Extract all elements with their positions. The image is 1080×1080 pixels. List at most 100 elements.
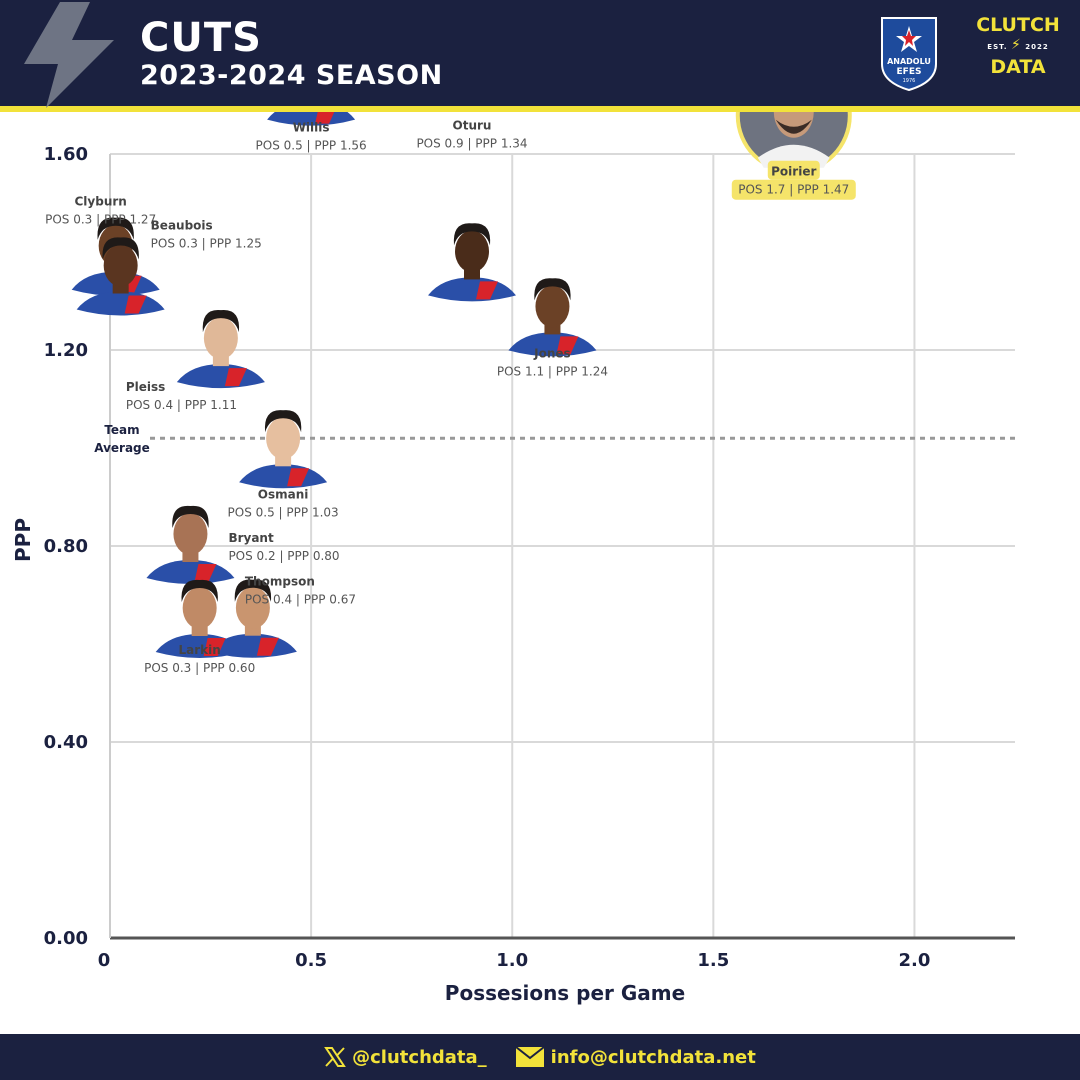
player-face-shape [235,586,270,629]
team-average-line: Team Average [94,423,1015,455]
player-stats-label: POS 0.9 | PPP 1.34 [416,136,527,150]
player-hair-shape [534,278,571,301]
lightning-bolt-icon [24,2,114,108]
y-tick-label-3: 1.20 [44,340,88,361]
footer: @clutchdata_ info@clutchdata.net [0,1034,1080,1080]
y-tick-label-1: 0.40 [44,732,88,753]
chart-axes: 0.00 0.40 0.80 1.20 1.60 0 0.5 1.0 1.5 2.0 [44,144,1015,971]
player-face-shape [203,317,238,360]
player-hair-shape [202,309,240,333]
brand-bolt-icon: ⚡ [1010,37,1022,53]
team-logo-year: 1976 [903,78,916,84]
player-hair-shape [264,410,302,433]
y-axis-label: PPP [11,518,35,562]
player-name-highlight [767,160,820,180]
player-name-label: Bryant [228,531,274,545]
player-jersey-shape [428,277,516,302]
team-logo-top: ANADOLU [887,57,931,66]
player-hair-shape [97,217,134,240]
player-larkin: Larkin POS 0.3 | PPP 0.60 [144,579,255,675]
player-name-label: Beaubois [151,219,213,233]
player-stats-label: POS 0.2 | PPP 0.80 [228,549,339,563]
brand-logo-est-left: EST. [987,43,1008,51]
player-jersey-stripe [287,468,310,487]
player-name-label: Jones [533,346,571,360]
player-name-label: Pleiss [126,380,165,394]
player-stats-highlight [731,179,856,200]
player-jersey-stripe [476,281,498,300]
player-willis: Willis POS 0.5 | PPP 1.56 [256,112,367,153]
y-tick-label-2: 0.80 [44,536,88,557]
player-face-shape [455,230,489,273]
x-twitter-icon [324,1047,347,1067]
player-name-label: Willis [293,121,330,135]
player-beard-shape [775,119,812,134]
player-stats-label: POS 0.5 | PPP 1.56 [256,139,367,153]
player-name-label: Thompson [245,575,315,589]
player-hair-shape [453,223,491,246]
player-face-shape [182,587,217,629]
brand-logo-bottom: DATA [990,56,1046,78]
player-pleiss: Pleiss POS 0.4 | PPP 1.11 [126,309,265,412]
twitter-handle: @clutchdata_ [352,1046,487,1068]
player-jersey-shape [76,291,165,316]
player-hair-shape [172,505,209,528]
x-tick-label-3: 1.5 [697,950,729,971]
player-stats-label: POS 0.5 | PPP 1.03 [228,505,339,519]
player-name-label: Osmani [258,487,309,501]
email-link[interactable]: info@clutchdata.net [515,1046,756,1068]
page-subtitle: 2023-2024 SEASON [140,60,443,91]
team-logo-bottom: EFES [897,67,922,77]
player-jersey-shape [267,112,356,126]
email-address: info@clutchdata.net [550,1046,756,1068]
team-average-label-1: Average [94,441,150,455]
player-jersey-stripe [256,637,279,656]
player-name-label: Poirier [771,165,816,179]
team-average-label-0: Team [104,423,139,437]
twitter-link[interactable]: @clutchdata_ [324,1046,487,1068]
player-hair-shape [181,579,218,602]
player-stats-label: POS 1.1 | PPP 1.24 [497,364,608,378]
player-face-shape [535,285,570,328]
player-face-shape [103,244,138,287]
player-name-label: Oturu [453,118,492,132]
player-face-shape [173,513,208,555]
player-face-shape [773,112,814,138]
player-beaubois: Beaubois POS 0.3 | PPP 1.25 [76,219,262,316]
brand-logo-top: CLUTCH [976,14,1060,36]
y-tick-label-4: 1.60 [44,144,88,165]
x-tick-label-2: 1.0 [496,950,528,971]
player-stats-label: POS 0.3 | PPP 1.27 [45,213,156,227]
player-osmani: Osmani POS 0.5 | PPP 1.03 [228,410,339,519]
y-tick-label-0: 0.00 [44,928,88,949]
x-tick-label-4: 2.0 [898,950,930,971]
team-logo: ANADOLU EFES 1976 [881,17,937,92]
player-oturu: Oturu POS 0.9 | PPP 1.34 [416,118,528,302]
player-hair-shape [102,237,139,260]
player-jersey-shape [146,560,235,584]
player-stats-label: POS 0.4 | PPP 1.11 [126,398,237,412]
player-bryant: Bryant POS 0.2 | PPP 0.80 [146,505,340,584]
brand-logo-est: EST. ⚡ 2022 [972,36,1064,56]
player-clyburn: Clyburn POS 0.3 | PPP 1.27 [45,195,160,296]
player-jersey-stripe [194,564,217,582]
x-tick-label-1: 0.5 [295,950,327,971]
player-stats-label: POS 0.3 | PPP 1.25 [151,237,262,251]
mail-icon [515,1046,545,1067]
chart-grid [109,153,1015,939]
player-hair-shape [234,579,272,602]
x-tick-label-0: 0 [98,950,111,971]
player-stats-label: POS 0.4 | PPP 0.67 [245,593,356,607]
player-markers: Willis POS 0.5 | PPP 1.56 Clyburn POS 0.3 |… [45,112,856,675]
player-jersey-stripe [315,112,335,124]
player-jersey-shape [239,464,328,489]
brand-logo: CLUTCH EST. ⚡ 2022 DATA [972,14,1064,78]
player-jones: Jones POS 1.1 | PPP 1.24 [497,278,608,378]
player-jersey-stripe [203,638,226,656]
player-name-label: Clyburn [74,195,126,209]
player-poirier: Poirier POS 1.7 | PPP 1.47 [731,112,856,200]
player-stats-label: POS 1.7 | PPP 1.47 [738,183,849,197]
scatter-chart: 0.00 0.40 0.80 1.20 1.60 0 0.5 1.0 1.5 2.0 Team Av… [11,112,1015,1005]
player-jersey-stripe [556,336,579,355]
brand-logo-est-right: 2022 [1025,43,1049,51]
